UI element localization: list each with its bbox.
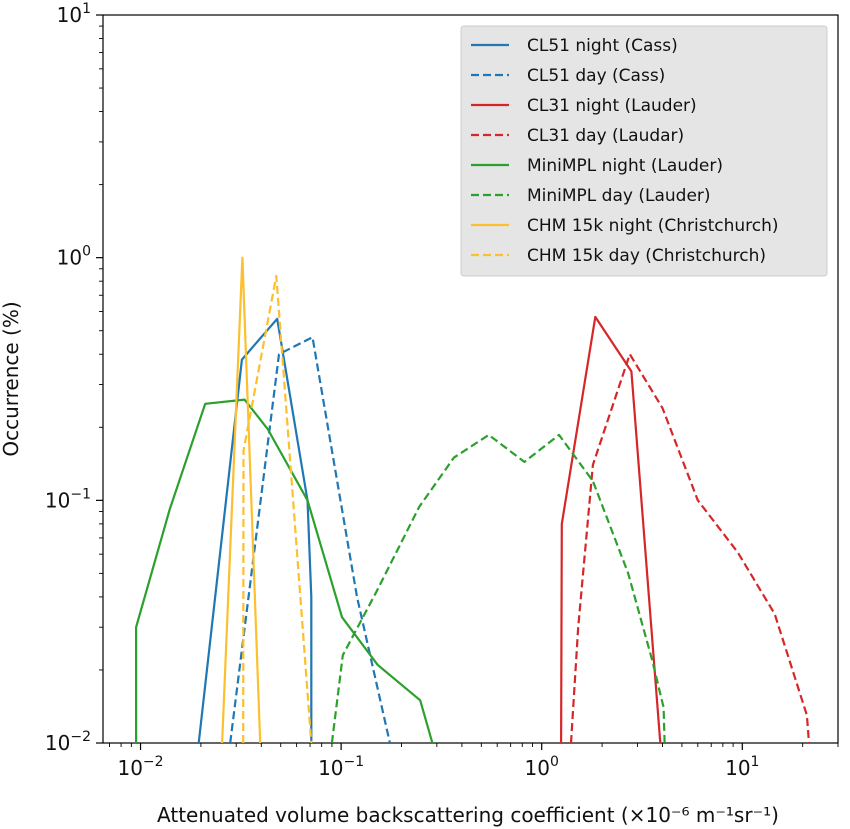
series-line-6 bbox=[330, 433, 666, 743]
series-line-8 bbox=[242, 274, 313, 743]
series-line-5 bbox=[135, 398, 434, 743]
x-tick-label: 10−1 bbox=[318, 754, 364, 780]
x-tick-label: 100 bbox=[525, 754, 559, 780]
y-axis-title: Occurrence (%) bbox=[0, 301, 23, 456]
x-tick-label: 101 bbox=[725, 754, 759, 780]
x-axis-title: Attenuated volume backscattering coeffic… bbox=[157, 803, 779, 827]
legend-label: CL51 day (Cass) bbox=[527, 66, 665, 86]
y-tick-label: 100 bbox=[57, 244, 91, 270]
legend: CL51 night (Cass) CL51 day (Cass) CL31 nig… bbox=[460, 25, 828, 277]
series-line-4 bbox=[569, 353, 811, 743]
legend-label: CL31 night (Lauder) bbox=[527, 96, 697, 116]
legend-label: MiniMPL day (Lauder) bbox=[527, 186, 711, 206]
y-tick-label: 10−1 bbox=[45, 486, 91, 512]
legend-box bbox=[460, 25, 828, 277]
series-group bbox=[135, 256, 811, 743]
series-line-3 bbox=[559, 315, 662, 743]
y-tick-label: 10−2 bbox=[45, 729, 91, 755]
series-line-7 bbox=[221, 256, 262, 743]
legend-label: CHM 15k night (Christchurch) bbox=[527, 216, 779, 236]
legend-label: CL51 night (Cass) bbox=[527, 36, 678, 56]
axis-ticks: 10−2 10−1 100 101 10−2 10−1 100 101 bbox=[45, 1, 839, 780]
y-tick-label: 101 bbox=[57, 1, 91, 27]
x-tick-label: 10−2 bbox=[117, 754, 163, 780]
legend-label: CL31 day (Laudar) bbox=[527, 126, 684, 146]
legend-label: CHM 15k day (Christchurch) bbox=[527, 246, 766, 266]
legend-label: MiniMPL night (Lauder) bbox=[527, 156, 723, 176]
